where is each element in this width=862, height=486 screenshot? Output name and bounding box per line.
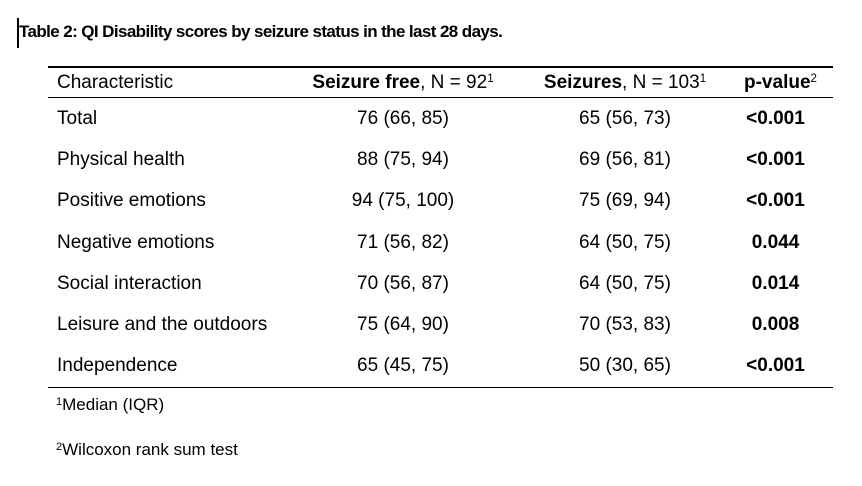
cell-seizures: 70 (53, 83) <box>579 314 671 336</box>
footnote-marker: 2 <box>56 441 63 454</box>
table-row: Physical health 88 (75, 94) 69 (56, 81) … <box>48 139 833 180</box>
table-row: Positive emotions 94 (75, 100) 75 (69, 9… <box>48 181 833 222</box>
text-cursor <box>17 18 19 48</box>
table-title: Table 2: QI Disability scores by seizure… <box>19 22 503 41</box>
cell-seizure-free: 71 (56, 82) <box>357 231 449 253</box>
cell-p-value: 0.044 <box>751 231 800 253</box>
cell-characteristic: Independence <box>48 345 300 389</box>
cell-characteristic: Positive emotions <box>57 190 206 212</box>
table-row: Negative emotions 71 (56, 82) 64 (50, 75… <box>48 222 833 263</box>
table-row: Social interaction 70 (56, 87) 64 (50, 7… <box>48 263 833 304</box>
summary-table: Characteristic Seizure free, N = 921 Sei… <box>48 66 833 389</box>
cell-p-value: 0.014 <box>751 272 800 294</box>
cell-p-value: <0.001 <box>746 148 805 170</box>
column-header-seizures: Seizures, N = 1031 <box>506 66 744 98</box>
cell-p-value: <0.001 <box>746 107 805 129</box>
footnote-marker: 1 <box>699 73 707 86</box>
cell-seizures: 50 (30, 65) <box>506 345 744 389</box>
cell-seizure-free: 76 (66, 85) <box>357 107 449 129</box>
table-row: Leisure and the outdoors 75 (64, 90) 70 … <box>48 304 833 345</box>
group-label: Seizures <box>543 71 623 93</box>
cell-seizure-free: 94 (75, 100) <box>351 190 455 212</box>
cell-characteristic: Leisure and the outdoors <box>57 314 268 336</box>
table-row: Total 76 (66, 85) 65 (56, 73) <0.001 <box>48 98 833 140</box>
footnote-wilcoxon: 2Wilcoxon rank sum test <box>56 440 238 460</box>
column-header-seizure-free: Seizure free, N = 921 <box>300 66 506 98</box>
footnote-marker: 1 <box>56 396 63 409</box>
column-header-p-value: p-value2 <box>744 66 833 98</box>
cell-seizures: 64 (50, 75) <box>579 272 671 294</box>
cell-seizures: 75 (69, 94) <box>579 190 671 212</box>
footnote-text: Wilcoxon rank sum test <box>62 440 238 459</box>
cell-p-value: <0.001 <box>746 190 805 212</box>
cell-seizures: 65 (56, 73) <box>579 107 671 129</box>
cell-seizures: 64 (50, 75) <box>579 231 671 253</box>
footnote-marker: 1 <box>487 73 494 86</box>
group-n: , N = 103 <box>622 71 700 93</box>
cell-characteristic: Negative emotions <box>57 231 215 253</box>
cell-characteristic: Physical health <box>57 148 185 170</box>
footnote-marker: 2 <box>810 73 817 86</box>
cell-seizures: 69 (56, 81) <box>579 148 671 170</box>
column-header-characteristic: Characteristic <box>48 66 300 98</box>
cell-p-value: 0.008 <box>751 314 800 336</box>
cell-characteristic: Social interaction <box>57 272 202 294</box>
footnote-median-iqr: 1Median (IQR) <box>56 395 164 415</box>
group-n: , N = 92 <box>420 71 488 93</box>
cell-seizure-free: 75 (64, 90) <box>357 314 449 336</box>
group-label: p-value <box>744 71 811 93</box>
cell-characteristic: Total <box>57 107 98 129</box>
footnote-text: Median (IQR) <box>62 395 165 414</box>
group-label: Seizure free <box>312 71 421 93</box>
cell-seizure-free: 65 (45, 75) <box>300 345 506 389</box>
header-row: Characteristic Seizure free, N = 921 Sei… <box>48 66 833 98</box>
table-row: Independence 65 (45, 75) 50 (30, 65) <0.… <box>48 345 833 389</box>
cell-seizure-free: 88 (75, 94) <box>357 148 449 170</box>
cell-p-value: <0.001 <box>744 345 833 389</box>
cell-seizure-free: 70 (56, 87) <box>357 272 449 294</box>
